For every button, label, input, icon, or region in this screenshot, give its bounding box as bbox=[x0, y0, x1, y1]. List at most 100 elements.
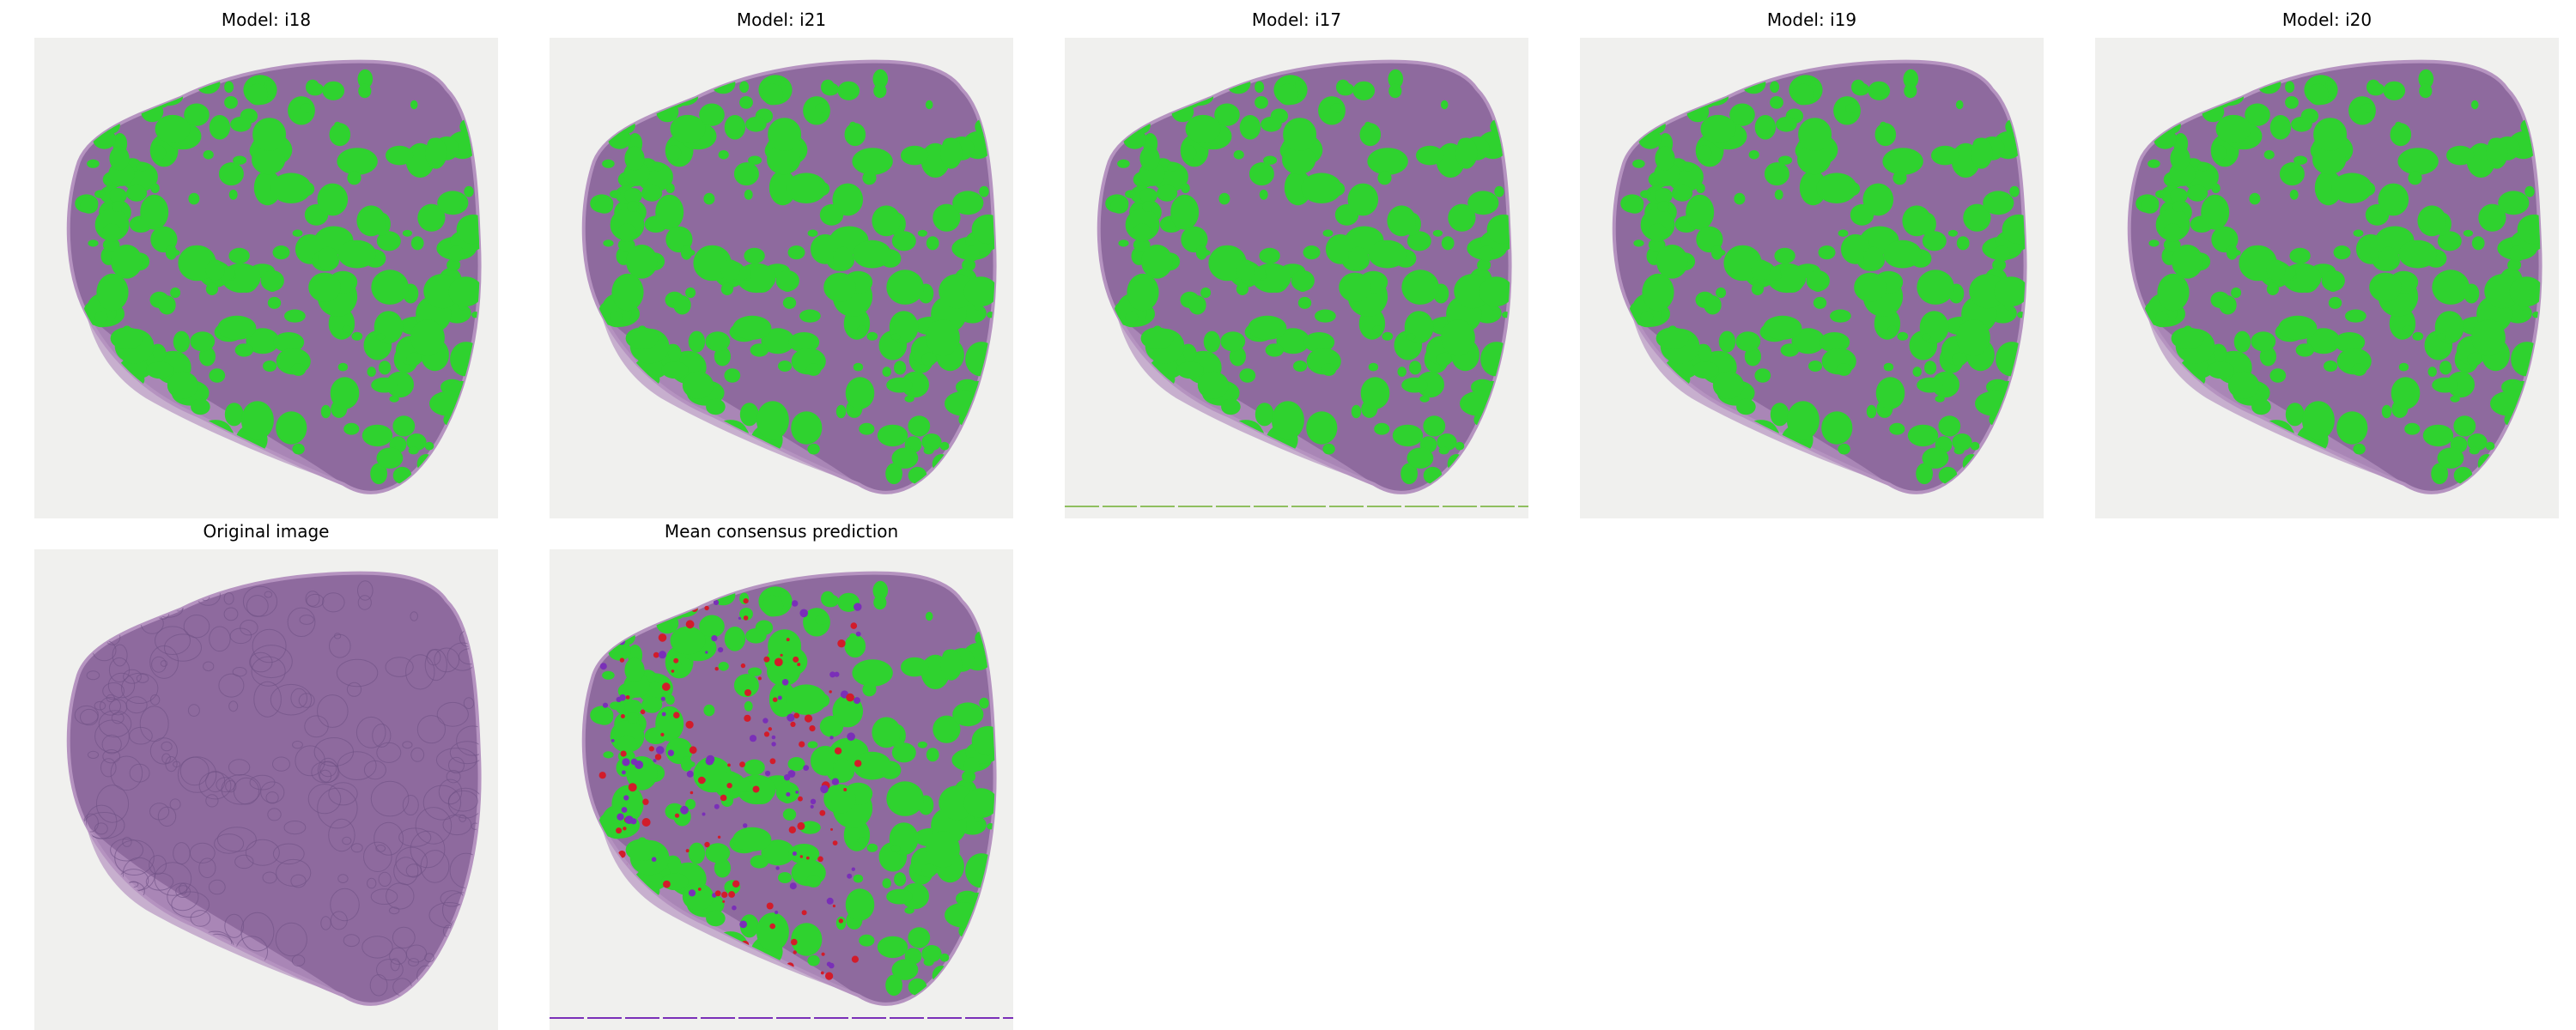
gland-region bbox=[872, 69, 889, 89]
gland-region bbox=[1321, 363, 1337, 376]
gland-region bbox=[346, 682, 362, 697]
gland-region bbox=[136, 673, 149, 683]
tissue-stroma bbox=[601, 824, 859, 996]
gland-region bbox=[652, 162, 664, 172]
gland-region bbox=[89, 938, 106, 951]
gland-region bbox=[2231, 287, 2242, 299]
gland-region bbox=[739, 608, 753, 621]
gland-region bbox=[2173, 412, 2186, 427]
gland-region bbox=[669, 968, 701, 997]
gland-region bbox=[2325, 80, 2333, 87]
gland-region bbox=[1255, 96, 1268, 109]
gland-region bbox=[882, 367, 891, 377]
gland-region bbox=[108, 657, 131, 683]
gland-region bbox=[2450, 395, 2460, 403]
gland-region bbox=[317, 757, 339, 784]
gland-region bbox=[917, 229, 927, 237]
gland-region bbox=[343, 934, 360, 948]
gland-region bbox=[852, 659, 893, 687]
gland-region bbox=[786, 173, 827, 203]
gland-region bbox=[1401, 377, 1428, 393]
gland-region bbox=[873, 83, 887, 99]
gland-region bbox=[859, 422, 875, 435]
gland-region bbox=[2431, 463, 2448, 485]
gland-region bbox=[386, 145, 414, 166]
gland-region bbox=[2293, 155, 2308, 165]
gland-region bbox=[782, 296, 797, 309]
gland-region bbox=[626, 245, 658, 279]
gland-region bbox=[406, 433, 427, 451]
gland-region bbox=[805, 875, 822, 888]
gland-region bbox=[240, 401, 274, 439]
gland-region bbox=[171, 69, 198, 89]
consensus-uncertain-pixel bbox=[743, 598, 749, 604]
gland-region bbox=[246, 595, 269, 617]
consensus-uncertain-pixel bbox=[630, 895, 636, 901]
gland-region bbox=[2432, 377, 2458, 393]
gland-region bbox=[252, 118, 287, 151]
gland-region bbox=[143, 449, 167, 465]
consensus-uncertain-pixel bbox=[655, 746, 665, 754]
consensus-uncertain-pixel bbox=[711, 635, 718, 642]
gland-region bbox=[87, 159, 100, 168]
gland-region bbox=[671, 931, 712, 966]
consensus-uncertain-pixel bbox=[702, 812, 706, 816]
gland-region bbox=[1650, 117, 1666, 134]
consensus-uncertain-pixel bbox=[757, 676, 762, 681]
gland-region bbox=[159, 956, 186, 982]
consensus-uncertain-pixel bbox=[846, 693, 854, 702]
gland-region bbox=[205, 770, 226, 793]
gland-region bbox=[1838, 229, 1849, 237]
tissue-svg bbox=[1065, 59, 1528, 507]
gland-region bbox=[872, 580, 889, 601]
gland-region bbox=[1875, 377, 1905, 409]
gland-region bbox=[319, 760, 337, 778]
tissue-svg bbox=[2127, 59, 2543, 494]
gland-region bbox=[102, 223, 122, 242]
tissue-image bbox=[34, 549, 498, 1030]
gland-region bbox=[1625, 197, 1644, 214]
gland-region bbox=[1352, 81, 1376, 100]
gland-region bbox=[435, 748, 477, 772]
gland-region bbox=[2453, 415, 2476, 437]
tissue-svg bbox=[581, 59, 997, 494]
gland-region bbox=[807, 443, 820, 455]
gland-region bbox=[1983, 191, 2014, 215]
consensus-uncertain-pixel bbox=[799, 991, 807, 998]
gland-region bbox=[74, 705, 99, 725]
gland-region bbox=[1938, 466, 1958, 484]
gland-region bbox=[167, 420, 181, 432]
gland-region bbox=[1479, 245, 1495, 262]
gland-region bbox=[1916, 463, 1933, 485]
gland-region bbox=[1921, 333, 1931, 341]
gland-region bbox=[2278, 315, 2318, 340]
gland-region bbox=[787, 245, 805, 260]
consensus-uncertain-pixel bbox=[739, 920, 747, 929]
gland-region bbox=[1736, 398, 1756, 415]
gland-region bbox=[901, 657, 929, 677]
gland-region bbox=[230, 117, 252, 132]
gland-region bbox=[1712, 371, 1744, 399]
gland-region bbox=[2249, 192, 2261, 205]
gland-region bbox=[127, 475, 138, 483]
gland-region bbox=[1963, 203, 1991, 232]
gland-region bbox=[963, 276, 995, 307]
consensus-uncertain-pixel bbox=[820, 785, 829, 794]
consensus-uncertain-pixel bbox=[732, 880, 740, 888]
consensus-uncertain-pixel bbox=[775, 866, 780, 870]
gland-region bbox=[216, 453, 243, 482]
gland-region bbox=[845, 888, 875, 921]
gland-region bbox=[462, 387, 479, 401]
gland-region bbox=[2485, 441, 2495, 451]
consensus-uncertain-pixel bbox=[602, 940, 609, 947]
gland-region bbox=[357, 580, 374, 601]
consensus-uncertain-pixel bbox=[775, 910, 779, 915]
consensus-uncertain-pixel bbox=[801, 910, 807, 916]
gland-region bbox=[2321, 270, 2345, 292]
gland-region bbox=[2152, 110, 2169, 127]
gland-region bbox=[2291, 117, 2312, 132]
gland-region bbox=[1339, 272, 1371, 302]
gland-region bbox=[371, 270, 409, 305]
gland-region bbox=[1662, 419, 1688, 443]
gland-region bbox=[714, 857, 731, 878]
